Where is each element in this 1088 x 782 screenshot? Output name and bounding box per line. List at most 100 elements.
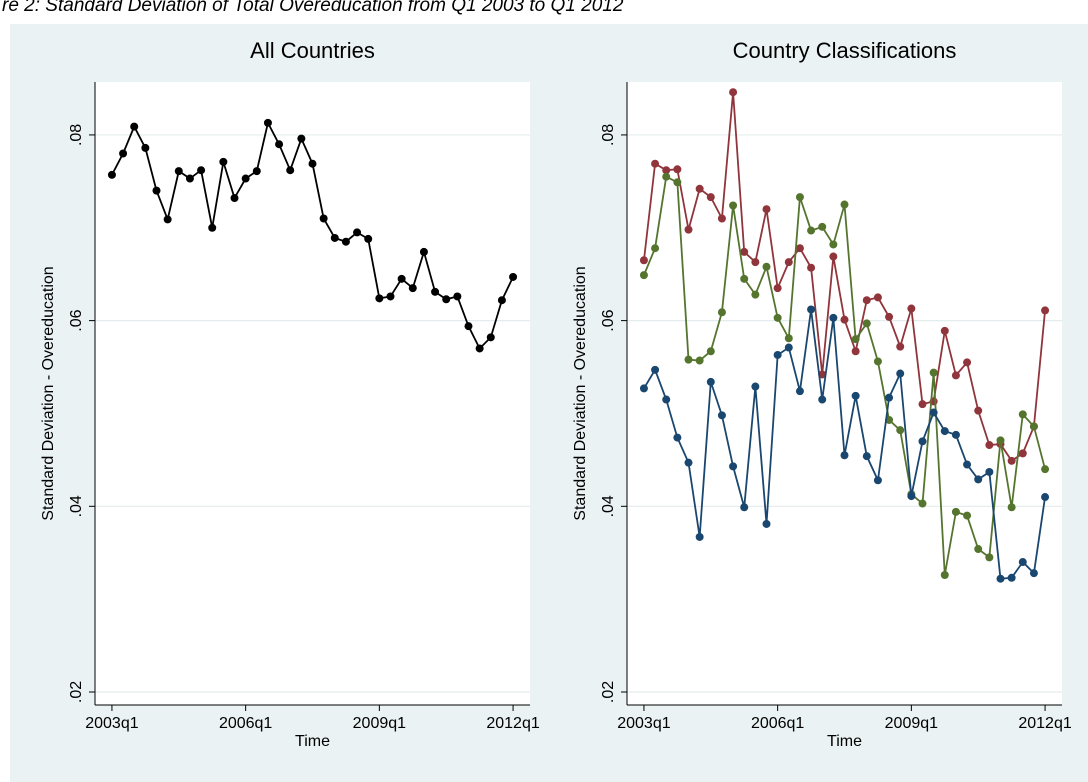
data-point — [419, 247, 428, 256]
data-point — [818, 222, 827, 231]
data-point — [431, 287, 440, 296]
data-point — [706, 347, 715, 356]
data-point — [717, 214, 726, 223]
x-tick-label: 2009q1 — [885, 715, 938, 732]
data-point — [364, 234, 373, 243]
x-tick-label: 2003q1 — [617, 715, 670, 732]
data-point — [163, 215, 172, 224]
data-point — [119, 149, 128, 158]
data-point — [330, 233, 339, 242]
chart-title: Country Classifications — [733, 38, 957, 63]
data-point — [651, 365, 660, 374]
data-point — [795, 244, 804, 253]
data-point — [673, 433, 682, 442]
data-point — [1029, 569, 1038, 578]
data-point — [974, 545, 983, 554]
data-point — [219, 157, 228, 166]
data-point — [297, 134, 306, 143]
data-point — [951, 371, 960, 380]
data-point — [762, 262, 771, 271]
data-point — [773, 350, 782, 359]
data-point — [1041, 493, 1050, 502]
data-point — [695, 184, 704, 193]
data-point — [940, 427, 949, 436]
x-tick-label: 2006q1 — [751, 715, 804, 732]
data-point — [740, 503, 749, 512]
data-point — [974, 406, 983, 415]
data-point — [639, 384, 648, 393]
data-point — [929, 408, 938, 417]
data-point — [1018, 449, 1027, 458]
data-point — [963, 511, 972, 520]
y-tick-label: .04 — [68, 495, 85, 517]
data-point — [862, 319, 871, 328]
data-point — [873, 293, 882, 302]
data-point — [807, 226, 816, 235]
data-point — [762, 205, 771, 214]
data-point — [929, 368, 938, 377]
y-tick-label: .08 — [600, 124, 617, 146]
data-point — [896, 342, 905, 351]
data-point — [319, 214, 328, 223]
data-point — [829, 313, 838, 322]
data-point — [662, 395, 671, 404]
data-point — [130, 122, 139, 131]
y-tick-label: .06 — [600, 309, 617, 331]
data-point — [873, 476, 882, 485]
data-point — [729, 201, 738, 210]
y-tick-label: .02 — [68, 681, 85, 703]
data-point — [341, 237, 350, 246]
data-point — [940, 326, 949, 335]
data-point — [918, 400, 927, 409]
data-point — [107, 170, 116, 179]
data-point — [784, 334, 793, 343]
chart-title: All Countries — [250, 38, 375, 63]
data-point — [840, 451, 849, 460]
data-point — [185, 174, 194, 183]
x-tick-label: 2003q1 — [85, 715, 138, 732]
data-point — [152, 186, 161, 195]
data-point — [453, 292, 462, 301]
data-point — [974, 475, 983, 484]
data-point — [230, 194, 239, 203]
data-point — [918, 437, 927, 446]
figure-caption: re 2: Standard Deviation of Total Overed… — [2, 0, 624, 16]
data-point — [651, 159, 660, 168]
data-point — [353, 228, 362, 237]
data-point — [442, 295, 451, 304]
data-point — [996, 574, 1005, 583]
y-tick-label: .04 — [600, 495, 617, 517]
y-tick-label: .08 — [68, 124, 85, 146]
data-point — [684, 225, 693, 234]
plot-area — [627, 82, 1062, 705]
data-point — [729, 462, 738, 471]
data-point — [963, 460, 972, 469]
data-point — [807, 305, 816, 314]
y-axis-label: Standard Deviation - Overeducation — [572, 266, 589, 520]
data-point — [1018, 558, 1027, 567]
data-point — [862, 452, 871, 461]
x-tick-label: 2009q1 — [353, 715, 406, 732]
data-point — [896, 426, 905, 435]
data-point — [1007, 503, 1016, 512]
data-point — [985, 467, 994, 476]
x-tick-label: 2012q1 — [486, 715, 539, 732]
data-point — [951, 430, 960, 439]
data-point — [706, 377, 715, 386]
data-point — [464, 322, 473, 331]
data-point — [873, 357, 882, 366]
data-point — [740, 274, 749, 283]
data-point — [706, 193, 715, 202]
data-point — [784, 343, 793, 352]
x-axis-label: Time — [827, 733, 862, 750]
data-point — [174, 167, 183, 176]
data-point — [639, 256, 648, 265]
data-point — [829, 240, 838, 249]
data-point — [784, 258, 793, 267]
data-point — [397, 274, 406, 283]
data-point — [252, 167, 261, 176]
data-point — [662, 166, 671, 175]
data-point — [286, 166, 295, 175]
data-point — [862, 296, 871, 305]
data-point — [1041, 306, 1050, 315]
